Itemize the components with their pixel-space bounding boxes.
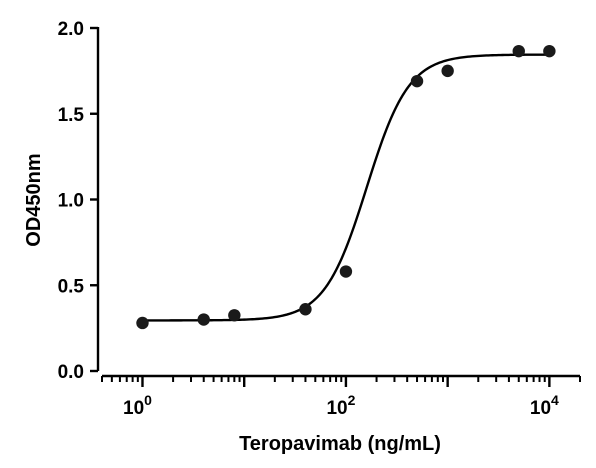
x-tick-label: 100 bbox=[123, 392, 152, 419]
data-point bbox=[228, 309, 241, 322]
plot-layer: 0.0 0.5 1.0 1.5 2.0 100 102 104 bbox=[58, 19, 581, 419]
x-axis-title: Teropavimab (ng/mL) bbox=[239, 433, 441, 455]
y-tick-label: 1.0 bbox=[58, 191, 84, 212]
x-tick-label: 102 bbox=[326, 392, 355, 419]
data-point bbox=[512, 44, 525, 58]
data-point bbox=[197, 313, 210, 326]
y-tick-label: 2.0 bbox=[58, 19, 84, 40]
y-axis-title: OD450nm bbox=[23, 153, 45, 246]
data-point bbox=[299, 303, 312, 316]
y-tick-label: 0.0 bbox=[58, 362, 84, 383]
x-tick-label: 104 bbox=[530, 392, 559, 419]
data-point bbox=[410, 74, 424, 88]
data-point bbox=[136, 316, 149, 330]
data-point bbox=[441, 64, 454, 78]
data-point bbox=[543, 44, 556, 58]
data-point bbox=[339, 265, 353, 278]
y-tick-label: 0.5 bbox=[58, 276, 85, 297]
fit-curve bbox=[142, 53, 550, 322]
y-tick-label: 1.5 bbox=[58, 105, 85, 126]
